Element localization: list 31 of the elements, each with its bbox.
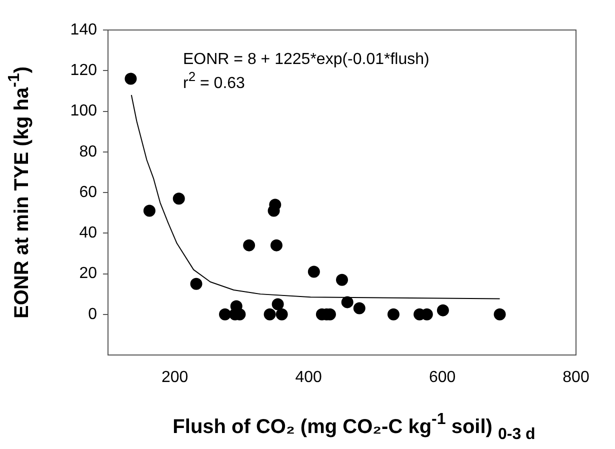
point [494, 308, 506, 320]
y-tick-label: 80 [79, 143, 98, 160]
point [190, 278, 202, 290]
point [276, 308, 288, 320]
point [124, 72, 137, 85]
point [308, 266, 320, 278]
y-axis-title: EONR at min TYE (kg ha-1) [6, 66, 33, 319]
point [272, 298, 284, 310]
point [243, 239, 256, 252]
x-tick-label: 400 [295, 369, 322, 386]
y-tick-label: 40 [79, 224, 98, 242]
point [436, 304, 449, 316]
x-tick-label: 800 [562, 369, 590, 386]
point [336, 274, 348, 286]
point [341, 296, 354, 308]
annotation: EONR = 8 + 1225*exp(-0.01*flush) [183, 51, 430, 68]
point [270, 239, 282, 252]
x-tick-label: 600 [428, 369, 456, 386]
x-tick-label: 200 [162, 369, 188, 386]
point [143, 204, 156, 217]
point [219, 308, 231, 320]
point [264, 308, 276, 320]
y-tick-label: 120 [70, 62, 98, 80]
y-tick-label: 20 [79, 265, 98, 282]
y-tick-label: 60 [79, 184, 98, 201]
point [387, 308, 400, 320]
point [353, 302, 366, 314]
point [172, 192, 185, 205]
y-tick-label: 0 [88, 306, 98, 323]
y-tick-label: 140 [70, 21, 98, 38]
y-tick-label: 100 [70, 102, 98, 120]
